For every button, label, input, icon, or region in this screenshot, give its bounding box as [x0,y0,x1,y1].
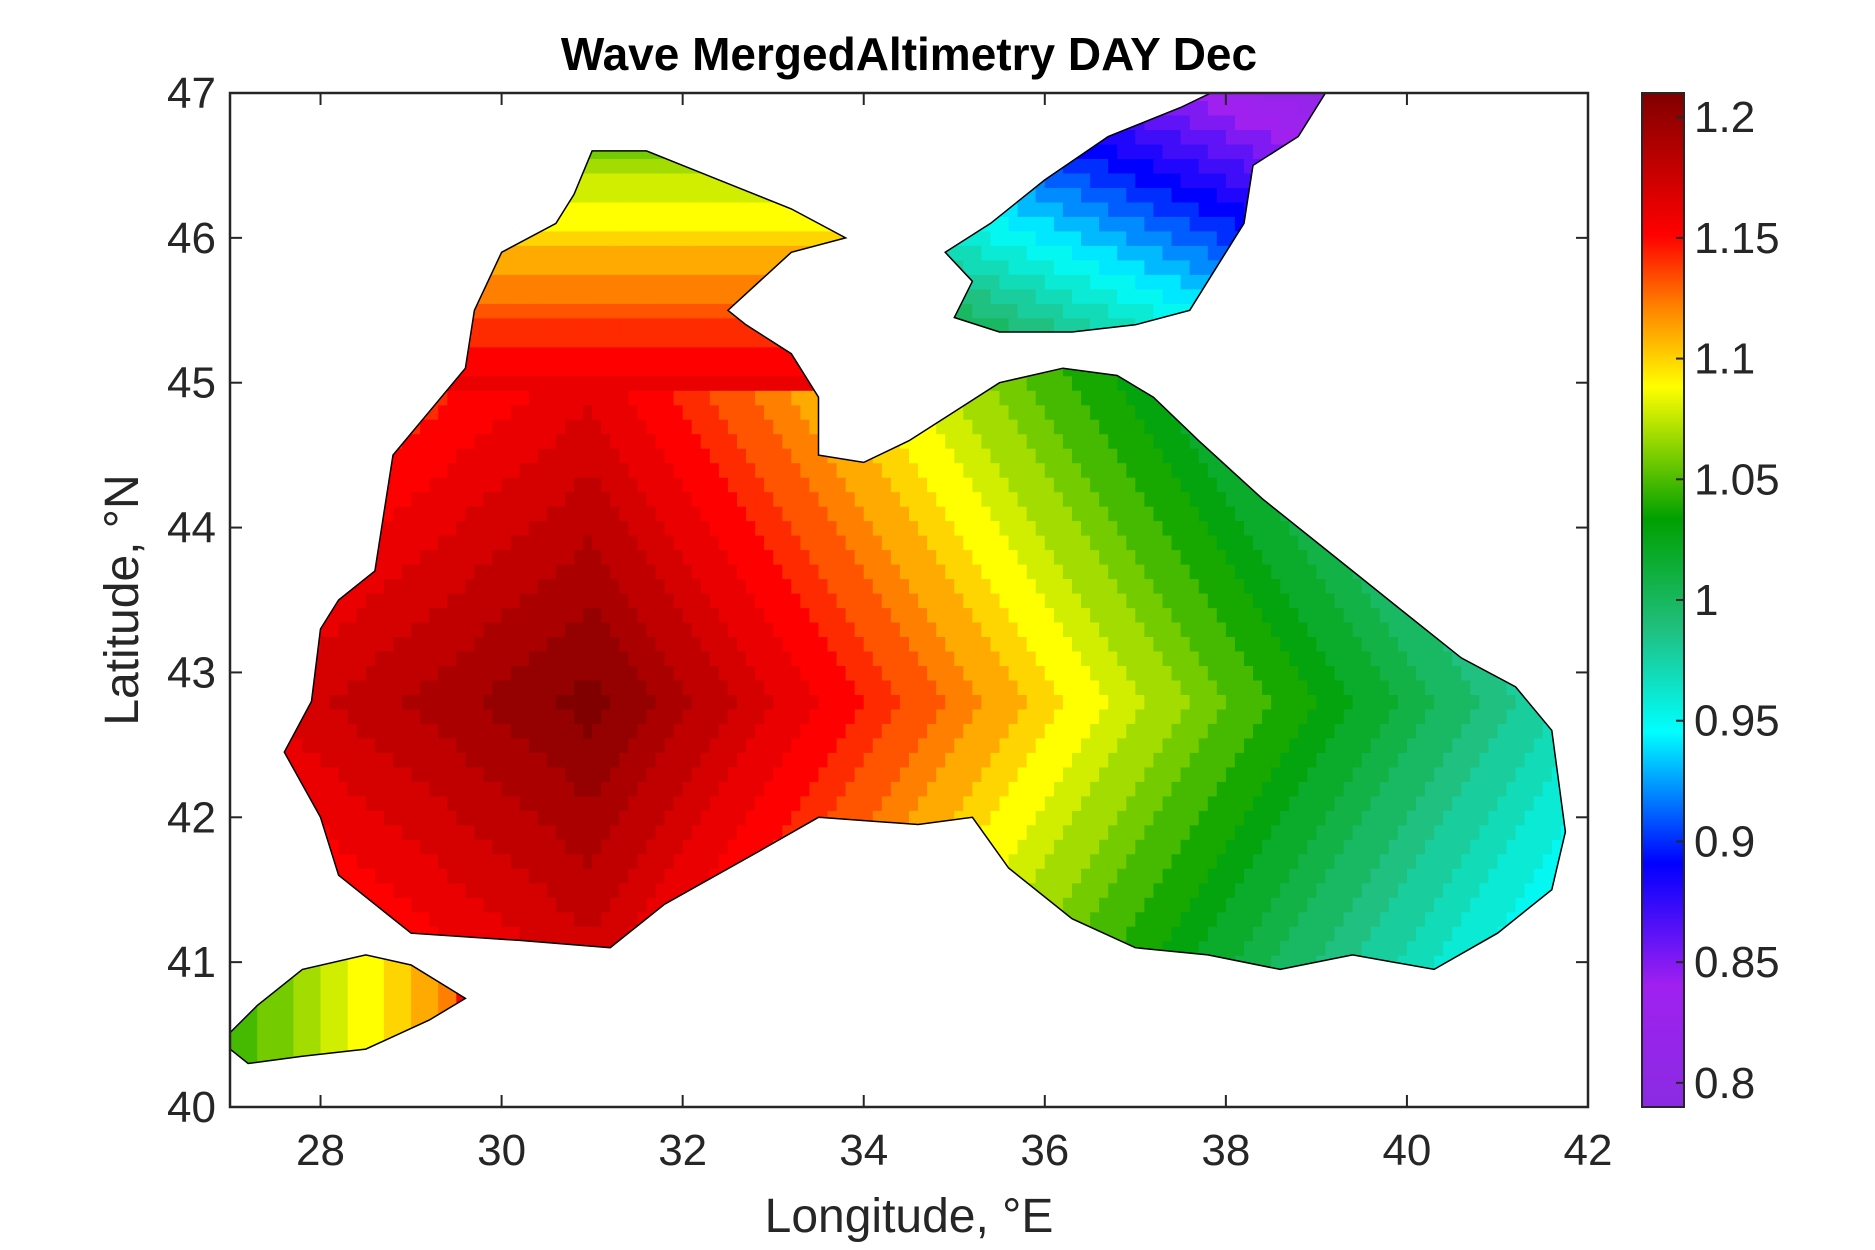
azov-sea-field [945,93,1335,332]
colorbar-tick-label: 1.05 [1694,455,1780,504]
x-tick-label: 38 [1201,1126,1250,1175]
colorbar-tick-label: 1 [1694,576,1718,625]
plot-frame [228,91,1590,1109]
x-tick-label: 28 [296,1126,345,1175]
x-axis-label: Longitude, °E [765,1190,1054,1243]
black-sea-field [284,150,1566,970]
y-tick-label: 44 [167,504,216,553]
y-tick-label: 46 [167,214,216,263]
black-sea-field-coastline [283,150,1567,971]
x-tick-label: 36 [1020,1126,1069,1175]
y-tick-label: 45 [167,359,216,408]
x-tick-label: 34 [839,1126,888,1175]
y-tick-label: 40 [167,1083,216,1132]
x-axis: 28 30 32 34 36 38 40 42 [296,93,1612,1175]
colorbar-tick-label: 0.95 [1694,697,1780,746]
y-axis-label: Latitude, °N [96,474,149,725]
chart-title: Wave MergedAltimetry DAY Dec [561,28,1257,80]
colorbar-tick-label: 0.8 [1694,1059,1755,1108]
y-tick-label: 43 [167,648,216,697]
sea-field [230,93,1567,1065]
x-tick-label: 30 [477,1126,526,1175]
colorbar: 0.8 0.85 0.9 0.95 1 1.05 1.1 1.15 1.2 [1641,92,1780,1108]
y-tick-label: 42 [167,793,216,842]
marmara-sea-field-coastline [230,954,467,1065]
colorbar-tick-label: 1.1 [1694,335,1755,384]
x-tick-label: 32 [658,1126,707,1175]
colorbar-tick-label: 0.9 [1694,817,1755,866]
y-tick-label: 41 [167,938,216,987]
azov-sea-field-coastline [944,93,1327,333]
x-tick-label: 42 [1564,1126,1613,1175]
y-tick-label: 47 [167,69,216,118]
colorbar-tick-label: 1.15 [1694,214,1780,263]
colorbar-tick-label: 1.2 [1694,93,1755,142]
x-tick-label: 40 [1382,1126,1431,1175]
y-axis: 40 41 42 43 44 45 46 47 [167,69,1588,1132]
colorbar-tick-label: 0.85 [1694,938,1780,987]
